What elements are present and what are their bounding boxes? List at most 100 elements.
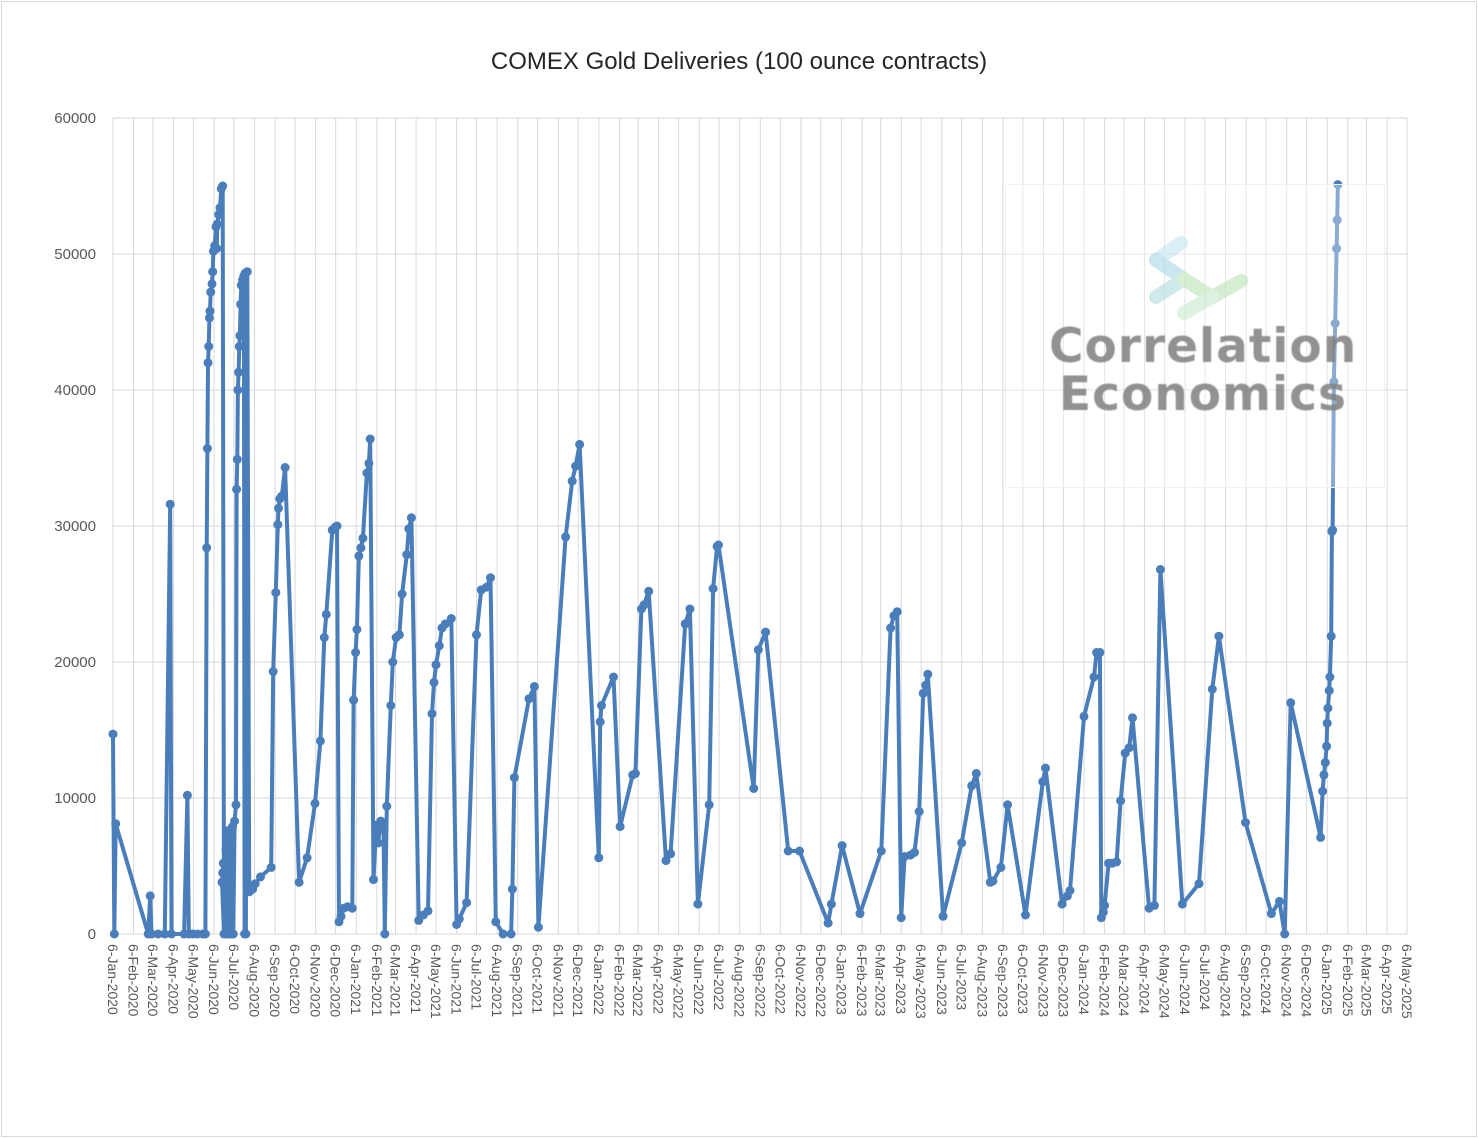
x-tick-label: 6-Sep-2021 <box>510 944 526 1017</box>
data-point <box>250 879 260 889</box>
data-point <box>971 769 981 778</box>
data-point <box>310 798 320 808</box>
watermark-box: Correlation Economics <box>1005 184 1385 488</box>
data-point <box>206 287 216 297</box>
data-point <box>167 929 176 939</box>
data-point <box>200 929 210 939</box>
data-point <box>1241 818 1250 827</box>
data-point <box>533 922 543 932</box>
data-point <box>1124 743 1134 753</box>
data-point <box>1100 900 1110 910</box>
data-point <box>910 847 919 857</box>
x-tick-label: 6-Apr-2022 <box>651 944 667 1014</box>
data-point <box>967 781 977 791</box>
data-point <box>434 641 444 651</box>
data-point <box>242 267 252 277</box>
x-tick-label: 6-Feb-2025 <box>1340 944 1356 1017</box>
data-point <box>1079 711 1089 721</box>
data-point <box>204 313 214 323</box>
data-point <box>364 458 374 468</box>
data-point <box>823 918 833 928</box>
x-tick-label: 6-May-2023 <box>913 944 929 1019</box>
data-point <box>108 729 118 739</box>
watermark-line-1: Correlation <box>1049 319 1358 374</box>
x-tick-label: 6-Oct-2023 <box>1015 944 1031 1014</box>
data-point <box>423 906 433 916</box>
data-point <box>1316 832 1326 842</box>
data-point <box>923 669 933 679</box>
data-point <box>109 929 119 939</box>
data-point <box>462 898 472 908</box>
data-point <box>404 524 414 534</box>
data-point <box>921 680 931 690</box>
data-point <box>388 657 398 667</box>
x-tick-label: 6-May-2022 <box>671 944 687 1019</box>
data-point <box>315 736 325 746</box>
data-point <box>1323 703 1333 713</box>
data-point <box>571 461 581 471</box>
data-point <box>680 619 690 629</box>
x-tick-label: 6-Oct-2022 <box>772 944 788 1014</box>
data-point <box>837 841 847 851</box>
data-point <box>365 434 375 444</box>
y-tick-label: 40000 <box>54 382 96 399</box>
data-point <box>529 682 539 691</box>
data-point <box>996 862 1006 872</box>
data-point <box>266 862 276 872</box>
data-point <box>1095 648 1105 657</box>
data-point <box>336 911 346 921</box>
data-point <box>380 929 390 939</box>
data-point <box>358 533 368 543</box>
data-point <box>761 627 771 637</box>
data-point <box>644 586 654 596</box>
data-point <box>354 551 364 561</box>
data-point <box>230 816 240 826</box>
data-point <box>1041 763 1050 773</box>
data-point <box>1328 525 1338 535</box>
data-point <box>214 210 224 220</box>
x-tick-label: 6-Mar-2020 <box>145 944 161 1017</box>
data-point <box>1286 698 1296 708</box>
x-tick-label: 6-Apr-2024 <box>1136 944 1152 1014</box>
data-point <box>886 623 896 633</box>
data-point <box>207 279 217 289</box>
data-point <box>749 784 759 793</box>
data-point <box>957 838 967 848</box>
data-point <box>386 701 396 710</box>
x-tick-label: 6-Aug-2021 <box>489 944 505 1017</box>
data-point <box>382 801 392 811</box>
data-point <box>666 849 676 859</box>
data-point <box>783 846 793 856</box>
data-point <box>204 342 214 351</box>
data-point <box>486 573 495 583</box>
data-point <box>639 600 649 610</box>
data-point <box>232 454 242 464</box>
data-point <box>876 846 886 856</box>
data-point <box>147 929 156 939</box>
data-point <box>205 306 215 316</box>
data-point <box>218 868 228 878</box>
data-point <box>1207 684 1217 694</box>
data-point <box>349 695 359 705</box>
y-tick-label: 0 <box>88 926 96 943</box>
data-point <box>1214 631 1224 641</box>
data-point <box>1149 900 1159 910</box>
data-point <box>693 899 703 909</box>
x-tick-label: 6-Jul-2021 <box>469 944 485 1010</box>
data-point <box>595 717 605 727</box>
data-point <box>256 872 265 882</box>
data-point <box>609 672 618 682</box>
x-tick-label: 6-Jan-2021 <box>348 944 364 1015</box>
data-point <box>855 909 865 919</box>
data-point <box>1280 929 1290 939</box>
data-point <box>268 667 278 676</box>
y-tick-label: 20000 <box>54 654 96 671</box>
data-point <box>1065 886 1075 895</box>
data-point <box>1320 758 1330 768</box>
data-point <box>491 917 501 927</box>
data-point <box>234 342 244 351</box>
x-tick-label: 6-Mar-2024 <box>1116 944 1132 1017</box>
data-point <box>402 550 412 560</box>
x-tick-label: 6-Feb-2024 <box>1097 944 1113 1017</box>
data-point <box>1318 786 1328 796</box>
